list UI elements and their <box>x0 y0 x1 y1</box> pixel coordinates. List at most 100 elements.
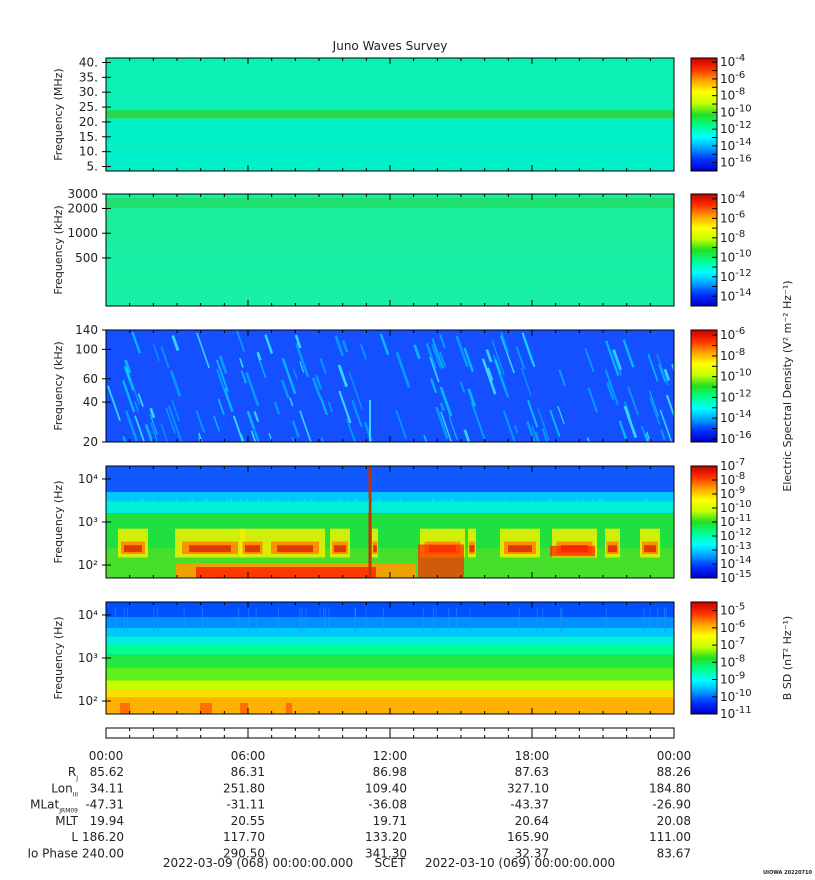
ephemeris-value: 19.94 <box>90 814 124 828</box>
ephemeris-row: MLatJRM09 -47.31 -31.11 -36.08 -43.37 -26.90 <box>30 798 691 815</box>
y-tick-label: 500 <box>75 251 98 265</box>
colorbar-tick-label: 10-8 <box>720 653 745 669</box>
time-tick-label: 00:00 <box>89 749 124 763</box>
ephemeris-value: 86.98 <box>373 765 407 779</box>
ephemeris-label: L <box>71 830 78 844</box>
ephemeris-value: 34.11 <box>90 781 124 795</box>
ephemeris-label: Io Phase <box>27 847 78 861</box>
time-tick-label: 00:00 <box>657 749 692 763</box>
colorbar-tick-label: 10-10 <box>720 103 752 119</box>
ephemeris-value: 240.00 <box>82 847 124 861</box>
ephemeris-value: 20.55 <box>231 814 265 828</box>
colorbar-tick-label: 10-11 <box>720 705 752 721</box>
footer-scet-label: SCET <box>375 856 407 870</box>
ephemeris-value: 133.20 <box>365 830 407 844</box>
colorbar-tick-label: 10-10 <box>720 688 752 704</box>
ephemeris-value: -36.08 <box>368 798 407 812</box>
y-tick-label: 60 <box>83 372 98 386</box>
ephemeris-value: -47.31 <box>85 798 124 812</box>
ephemeris-value: 20.64 <box>515 814 549 828</box>
ephemeris-value: 85.62 <box>90 765 124 779</box>
ephemeris-value: 117.70 <box>223 830 265 844</box>
ephemeris-row: RJ 85.62 86.31 86.98 87.63 88.26 <box>68 765 691 782</box>
colorbar-tick-label: 10-6 <box>720 209 745 225</box>
y-tick-label: 5. <box>87 160 98 174</box>
spectrogram-image <box>106 58 674 171</box>
panel-hfr-high: 5.10.15.20.25.30.35.40. Frequency (MHz) 10… <box>52 53 752 173</box>
colorbar: 10-710-810-910-1010-1110-1210-1310-1410-… <box>690 457 752 585</box>
panel-lfr-high: 140 100 60 40 20 Frequency (kHz) 10-6 10-8 10-10… <box>52 280 794 491</box>
colorbar-tick-label: 10-14 <box>720 137 752 153</box>
ephemeris-value: 290.50 <box>223 847 265 861</box>
spectrogram-image <box>106 330 674 442</box>
colorbar-tick-label: 10-16 <box>720 430 752 446</box>
colorbar-tick-label: 10-15 <box>720 569 752 585</box>
colorbar-label: Electric Spectral Density (V² m⁻² Hz⁻¹) <box>781 280 794 491</box>
spectrogram-image <box>106 194 674 306</box>
colorbar-tick-label: 10-6 <box>720 619 745 635</box>
version-stamp: UIOWA 20220710 <box>763 870 812 876</box>
colorbar-tick-label: 10-6 <box>720 326 745 342</box>
y-tick-label: 15. <box>79 130 98 144</box>
y-axis-label: Frequency (Hz) <box>52 481 65 564</box>
colorbar-tick-label: 10-10 <box>720 248 752 264</box>
ephemeris-value: 111.00 <box>649 830 691 844</box>
y-axis-label: Frequency (kHz) <box>52 205 65 294</box>
colorbar-tick-label: 10-9 <box>720 671 745 687</box>
y-tick-label: 20 <box>83 435 98 449</box>
ephemeris-value: 251.80 <box>223 781 265 795</box>
ephemeris-label: LonIII <box>51 781 78 798</box>
footer-start-time: 2022-03-09 (068) 00:00:00.000 <box>163 856 353 870</box>
y-tick-label: 30. <box>79 85 98 99</box>
ephemeris-row: MLT 19.94 20.55 19.71 20.64 20.08 <box>55 814 691 828</box>
ephemeris-value: 341.30 <box>365 847 407 861</box>
time-tick-label: 18:00 <box>515 749 550 763</box>
y-tick-label: 10² <box>78 558 98 572</box>
spectrogram-image <box>106 602 674 714</box>
y-axis-label: Frequency (Hz) <box>52 617 65 700</box>
colorbar: 10-4 10-6 10-8 10-10 10-12 10-14 <box>690 190 752 307</box>
time-tick-label: 06:00 <box>231 749 266 763</box>
colorbar-tick-label: 10-4 <box>720 190 745 206</box>
colorbar-tick-label: 10-14 <box>720 287 752 303</box>
y-tick-label: 35. <box>79 70 98 84</box>
ephemeris-value: -31.11 <box>226 798 265 812</box>
ephemeris-value: 87.63 <box>515 765 549 779</box>
ephemeris-label: MLT <box>55 814 78 828</box>
ephemeris-value: 20.08 <box>657 814 691 828</box>
colorbar-tick-label: 10-6 <box>720 70 745 86</box>
ephemeris-value: 19.71 <box>373 814 407 828</box>
colorbar-tick-label: 10-12 <box>720 268 752 284</box>
ephemeris-table: RJ 85.62 86.31 86.98 87.63 88.26 LonIII 34.11 25… <box>27 765 691 861</box>
y-tick-label: 140 <box>75 323 98 337</box>
colorbar-tick-label: 10-12 <box>720 388 752 404</box>
colorbar-tick-label: 10-14 <box>720 409 752 425</box>
colorbar-tick-label: 10-4 <box>720 53 745 69</box>
y-axis-label: Frequency (MHz) <box>52 68 65 160</box>
y-tick-label: 20. <box>79 115 98 129</box>
ephemeris-value: 86.31 <box>231 765 265 779</box>
ephemeris-value: 32.37 <box>515 847 549 861</box>
y-tick-label: 10. <box>79 145 98 159</box>
y-tick-label: 10² <box>78 694 98 708</box>
spectrogram-panels: 5.10.15.20.25.30.35.40. Frequency (MHz) 10… <box>52 53 794 721</box>
ephemeris-label: MLatJRM09 <box>30 798 78 815</box>
y-tick-label: 40. <box>79 55 98 69</box>
time-tick-label: 12:00 <box>373 749 408 763</box>
colorbar-tick-label: 10-8 <box>720 229 745 245</box>
y-tick-label: 25. <box>79 100 98 114</box>
y-tick-label: 2000 <box>67 201 98 215</box>
y-tick-label: 100 <box>75 342 98 356</box>
colorbar-tick-label: 10-10 <box>720 368 752 384</box>
y-tick-label: 10³ <box>78 515 98 529</box>
colorbar-label: B SD (nT² Hz⁻¹) <box>781 616 794 700</box>
colorbar-tick-label: 10-5 <box>720 602 745 618</box>
y-tick-label: 10⁴ <box>78 472 98 486</box>
ephemeris-row: L 186.20 117.70 133.20 165.90 111.00 <box>71 830 691 844</box>
y-tick-label: 3000 <box>67 187 98 201</box>
y-tick-label: 40 <box>83 395 98 409</box>
